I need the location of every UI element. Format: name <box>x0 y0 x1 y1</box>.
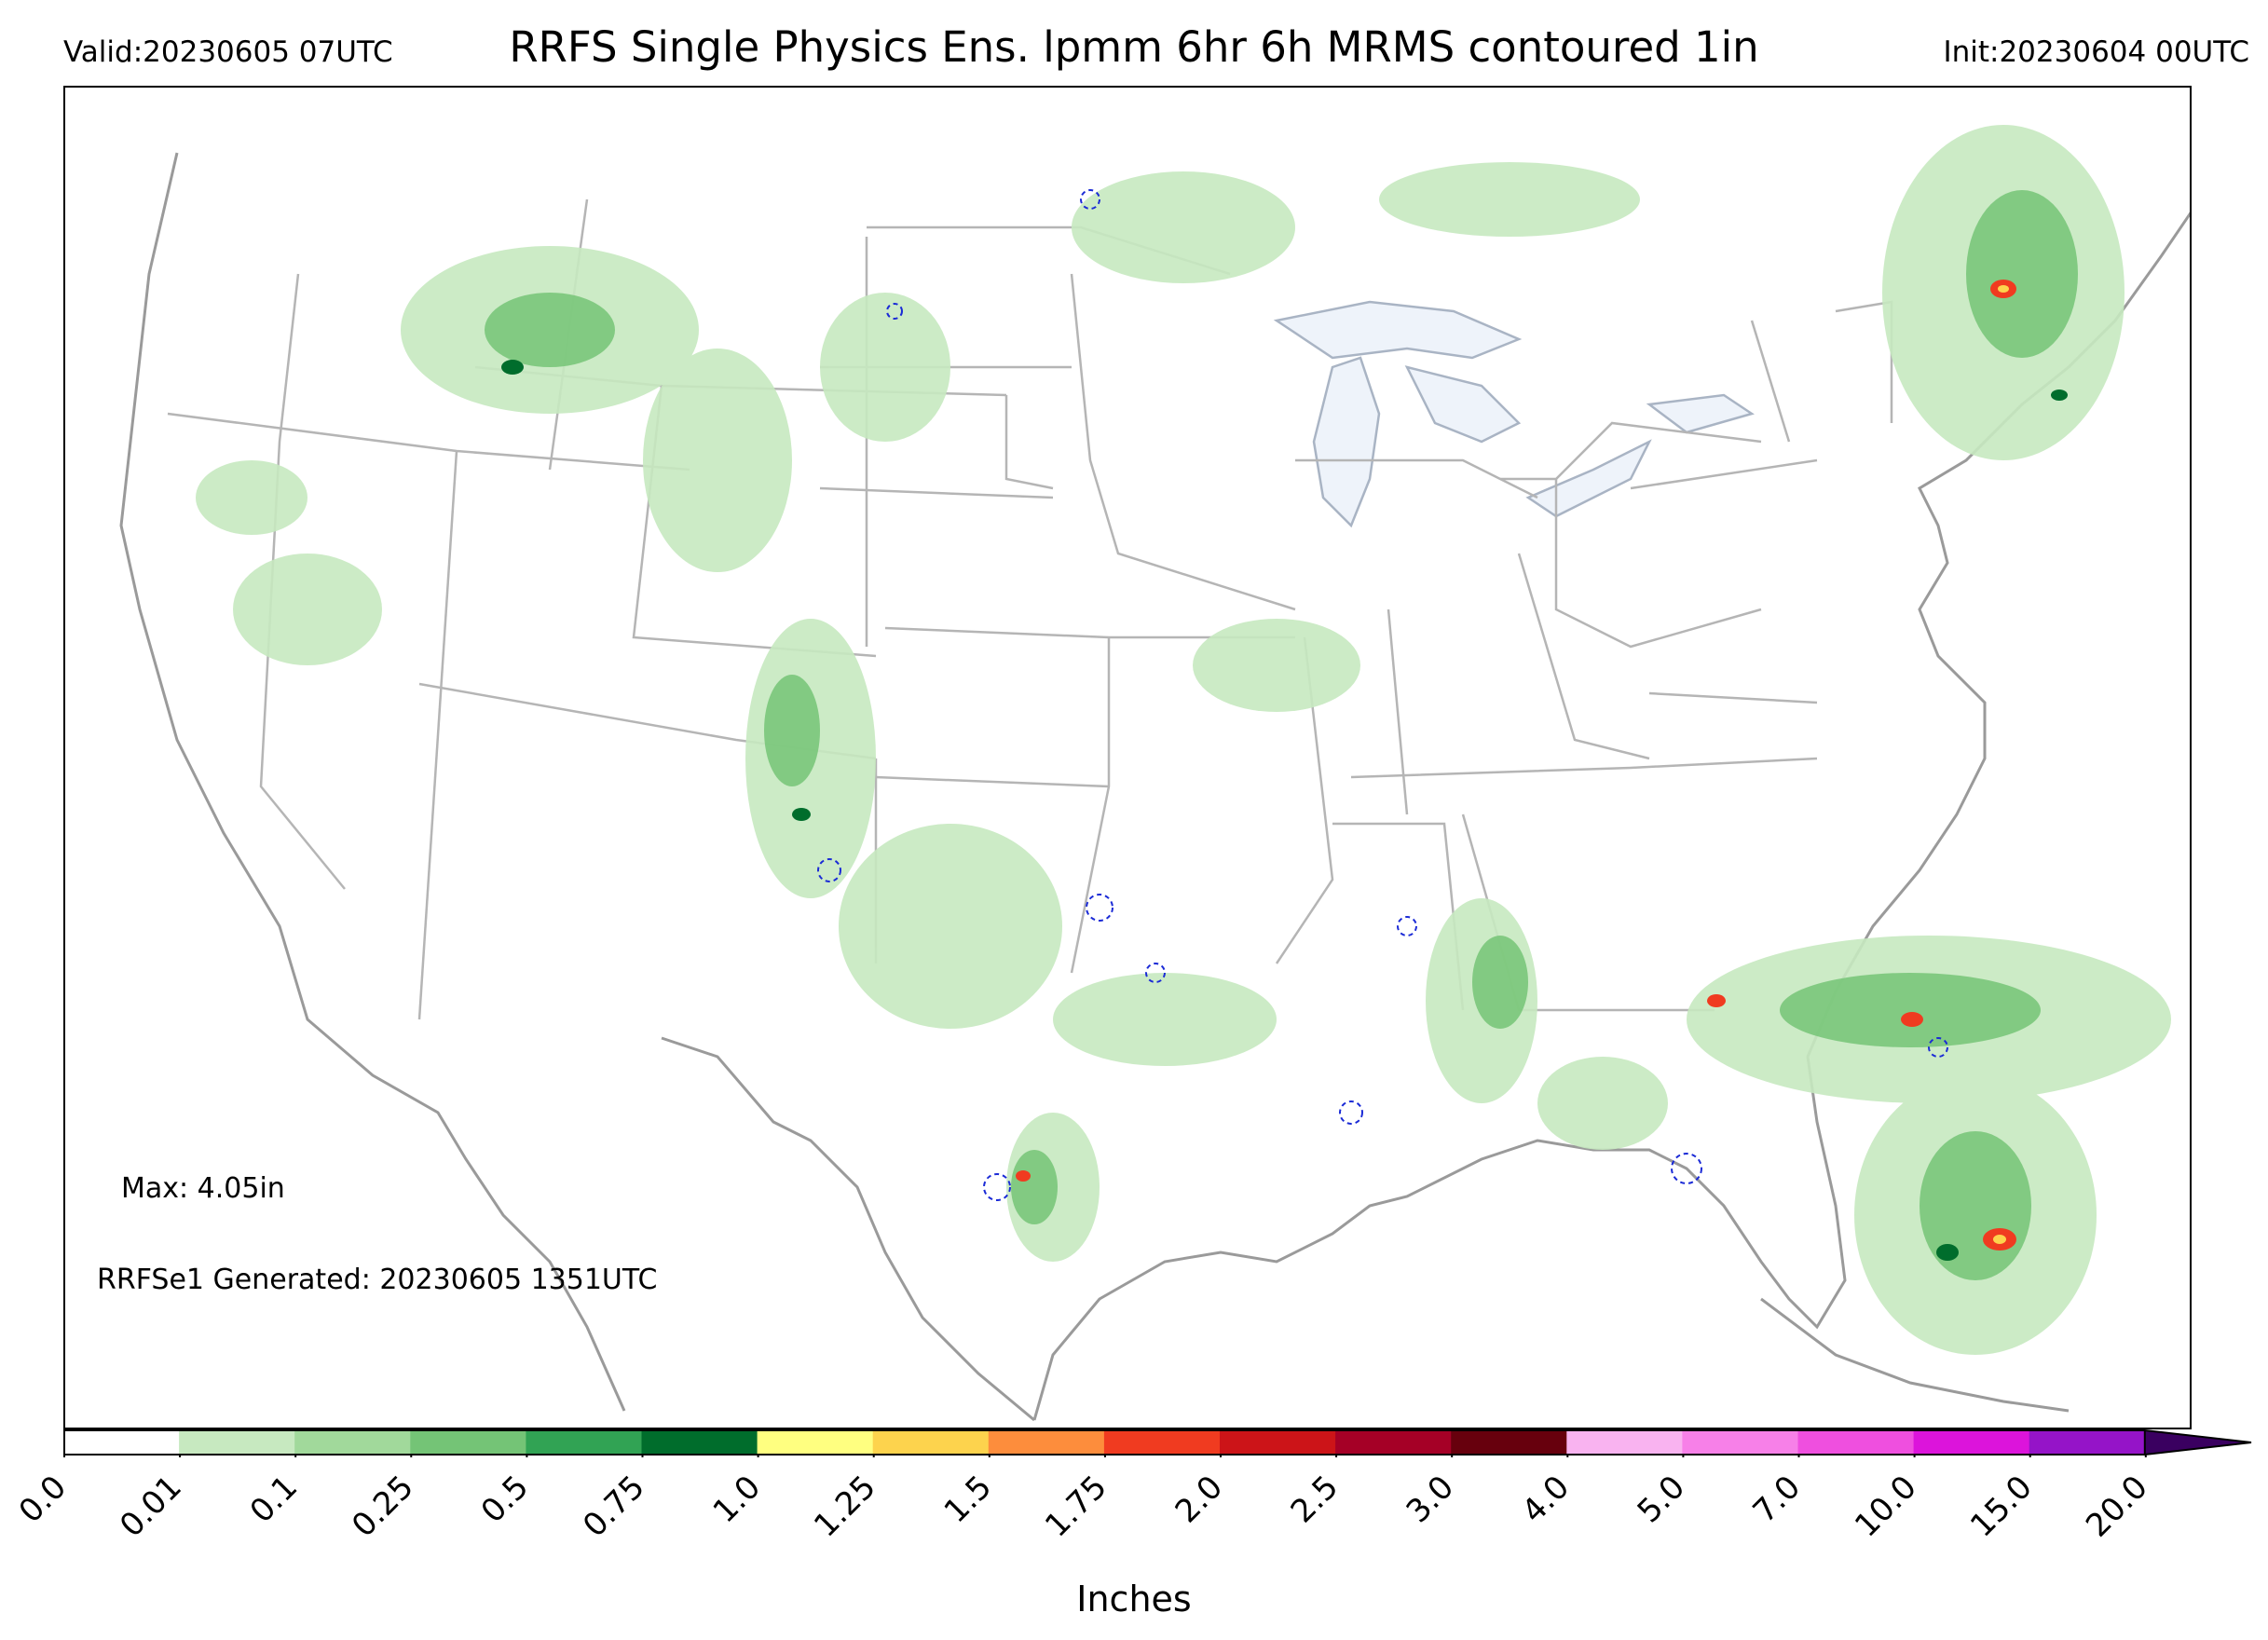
colorbar-tick-label: 1.0 <box>705 1468 768 1531</box>
precip-field <box>196 125 2171 1355</box>
colorbar-segment <box>2029 1430 2146 1455</box>
colorbar-tick-label: 20.0 <box>2079 1468 2155 1545</box>
colorbar-extend-arrow <box>2143 1429 2252 1456</box>
colorbar-segment <box>1682 1430 1798 1455</box>
max-value-label: Max: 4.05in <box>121 1172 285 1205</box>
coastline <box>119 152 2190 1422</box>
colorbar-segment <box>988 1430 1105 1455</box>
great-lakes <box>1273 300 1755 528</box>
colorbar-tick-label: 1.5 <box>936 1468 999 1531</box>
colorbar-segment <box>410 1430 526 1455</box>
colorbar-tick-label: 0.0 <box>11 1468 75 1531</box>
colorbar-tick-label: 2.0 <box>1168 1468 1231 1531</box>
colorbar-tick-label: 5.0 <box>1631 1468 1693 1531</box>
colorbar-tick-label: 0.01 <box>113 1468 190 1545</box>
colorbar-tick-label: 0.1 <box>242 1468 306 1531</box>
colorbar-tick-label: 2.5 <box>1283 1468 1346 1531</box>
colorbar-segment <box>1103 1430 1221 1455</box>
colorbar-segment <box>1335 1430 1452 1455</box>
colorbar-segment <box>757 1430 874 1455</box>
colorbar-tick-label: 4.0 <box>1514 1468 1578 1531</box>
map-title: RRFS Single Physics Ens. lpmm 6hr 6h MRM… <box>509 22 1759 72</box>
init-time: Init:20230604 00UTC <box>1943 35 2249 69</box>
colorbar-segment <box>294 1430 411 1455</box>
generated-label: RRFSe1 Generated: 20230605 1351UTC <box>97 1264 658 1296</box>
colorbar-tick-label: 10.0 <box>1847 1468 1924 1545</box>
colorbar-tick-label: 15.0 <box>1963 1468 2040 1545</box>
colorbar-tick-label: 3.0 <box>1399 1468 1462 1531</box>
colorbar-segment <box>872 1430 990 1455</box>
colorbar-segment <box>1913 1430 2030 1455</box>
colorbar-segment <box>1451 1430 1567 1455</box>
colorbar-segment <box>1566 1430 1683 1455</box>
colorbar-tick-label: 1.75 <box>1038 1468 1115 1545</box>
colorbar-tick-label: 1.25 <box>807 1468 883 1545</box>
colorbar-segment <box>179 1430 295 1455</box>
colorbar-segment <box>1797 1430 1915 1455</box>
precip-map <box>119 125 2190 1422</box>
mrms-contours <box>817 189 1948 1201</box>
colorbar-tick-label: 0.75 <box>575 1468 652 1545</box>
colorbar-segment <box>1220 1430 1336 1455</box>
colorbar-segment <box>63 1430 180 1455</box>
colorbar-tick-label: 0.5 <box>474 1468 537 1531</box>
colorbar <box>63 1429 2252 1457</box>
map-frame <box>63 86 2192 1429</box>
colorbar-tick-label: 7.0 <box>1746 1468 1809 1531</box>
colorbar-label: Inches <box>1076 1578 1192 1620</box>
colorbar-segment <box>641 1430 758 1455</box>
colorbar-segment <box>526 1430 642 1455</box>
valid-time: Valid:20230605 07UTC <box>63 35 393 69</box>
colorbar-tick-label: 0.25 <box>344 1468 421 1545</box>
